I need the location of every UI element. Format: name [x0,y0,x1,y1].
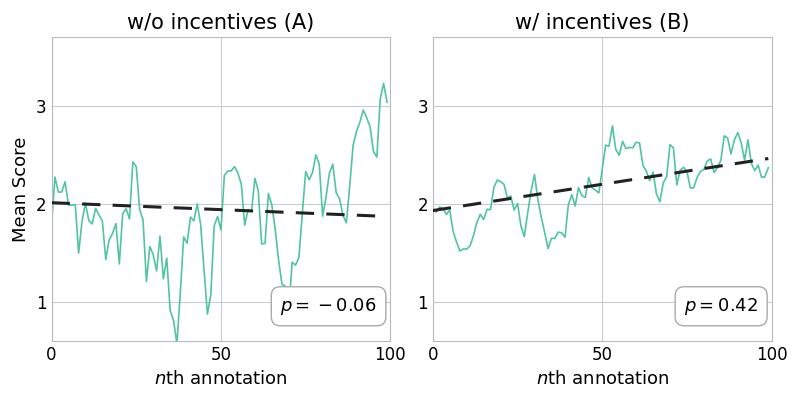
Text: $p = -0.06$: $p = -0.06$ [280,296,377,317]
Y-axis label: Mean Score: Mean Score [13,136,30,242]
X-axis label: $n$th annotation: $n$th annotation [535,370,669,388]
X-axis label: $n$th annotation: $n$th annotation [154,370,288,388]
Text: $p = 0.42$: $p = 0.42$ [684,296,758,317]
Title: w/ incentives (B): w/ incentives (B) [515,12,690,32]
Title: w/o incentives (A): w/o incentives (A) [127,12,314,32]
